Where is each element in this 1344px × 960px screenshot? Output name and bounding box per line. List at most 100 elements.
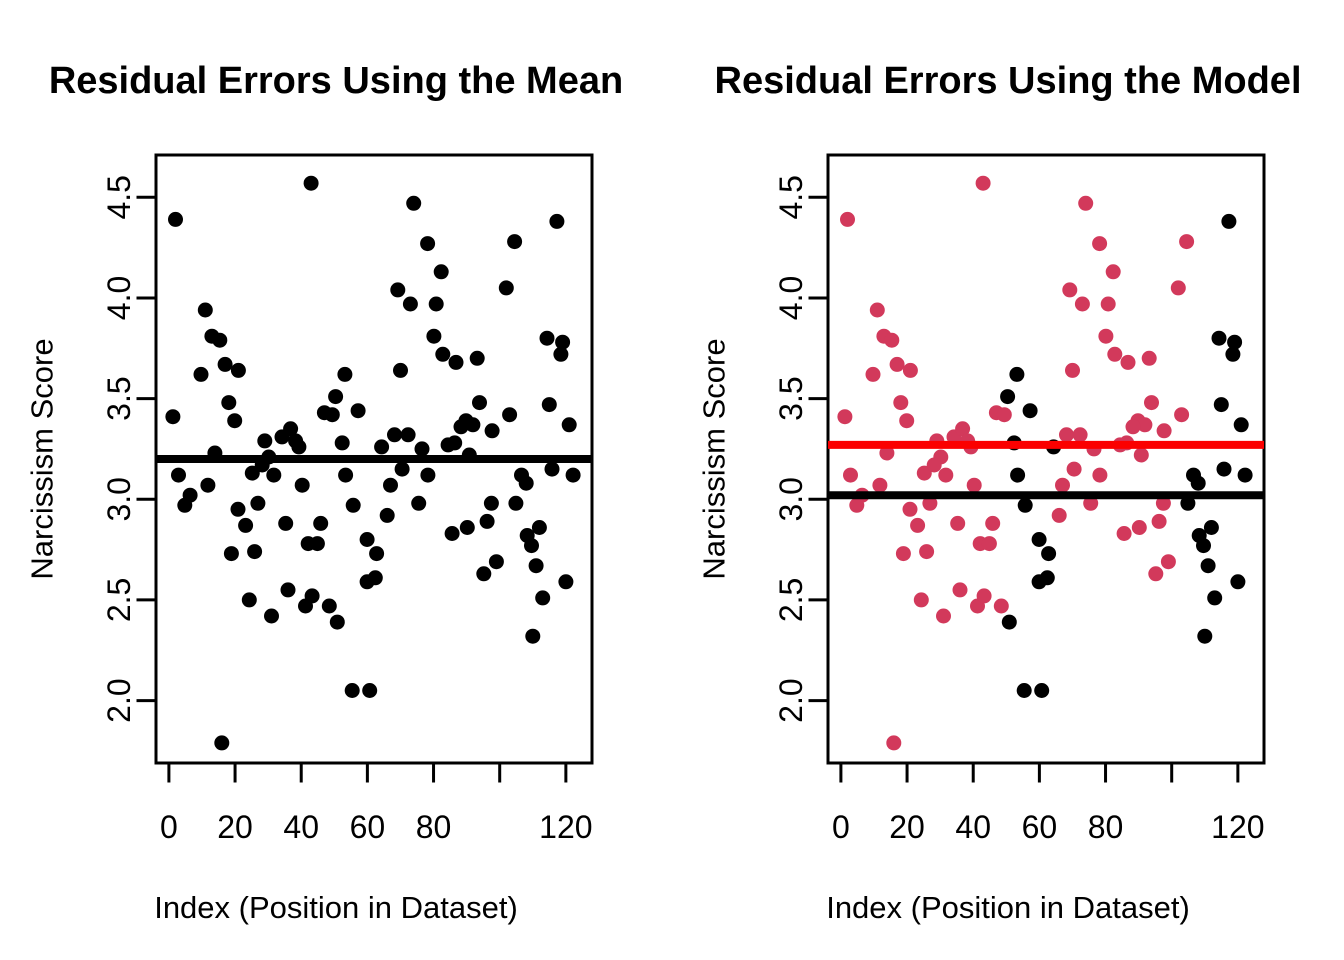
data-point	[328, 389, 344, 405]
data-point	[518, 475, 534, 491]
data-point	[1034, 683, 1050, 698]
data-point	[329, 614, 345, 630]
data-point	[1066, 461, 1082, 477]
y-tick-label: 2.0	[101, 678, 137, 722]
data-point	[1237, 467, 1253, 483]
data-point	[1155, 495, 1171, 511]
data-point	[1216, 461, 1232, 477]
data-point	[1160, 554, 1176, 570]
data-point	[895, 546, 911, 562]
data-point	[223, 546, 239, 562]
data-point	[525, 628, 541, 644]
data-point	[1227, 334, 1243, 350]
data-point	[922, 495, 938, 511]
data-point	[238, 517, 254, 533]
data-point	[889, 356, 905, 372]
y-tick-label: 4.0	[773, 276, 809, 320]
data-point	[1125, 419, 1141, 435]
data-point	[869, 302, 885, 318]
data-point	[1179, 234, 1195, 250]
data-point	[344, 683, 360, 698]
data-point	[1137, 417, 1153, 433]
data-point	[433, 264, 449, 280]
x-tick-label: 0	[160, 809, 178, 845]
data-point	[1010, 467, 1026, 483]
data-point	[1100, 296, 1116, 312]
data-point	[214, 735, 230, 751]
data-point	[1148, 566, 1164, 582]
data-point	[291, 439, 307, 455]
data-point	[884, 332, 900, 348]
x-tick-label: 60	[1022, 809, 1058, 845]
data-point	[217, 356, 233, 372]
data-point	[1120, 354, 1136, 370]
data-point	[966, 477, 982, 493]
data-point	[952, 582, 968, 598]
data-point	[981, 536, 997, 552]
data-point	[465, 417, 481, 433]
data-point	[177, 497, 193, 513]
data-point	[1059, 427, 1074, 443]
data-point	[469, 350, 485, 366]
data-point	[1065, 362, 1080, 378]
data-point	[197, 302, 213, 318]
data-point	[459, 520, 475, 535]
data-point	[1203, 520, 1219, 535]
data-point	[313, 515, 329, 531]
data-point	[1213, 397, 1229, 413]
data-point	[849, 497, 865, 513]
data-point	[539, 330, 555, 346]
y-tick-label: 4.5	[773, 175, 809, 219]
y-tick-label: 2.5	[773, 578, 809, 622]
scatter-plot-model: 0 20 40 60 80 120 2.0 2.5 3.0 3.5 4.0 4.5	[773, 153, 1266, 845]
data-point	[390, 282, 406, 298]
data-point	[524, 538, 539, 554]
data-point	[1233, 417, 1249, 433]
data-point	[502, 407, 518, 423]
x-tick-label: 0	[832, 809, 850, 845]
data-point	[420, 467, 436, 483]
data-point	[321, 598, 337, 614]
data-point	[221, 395, 237, 411]
data-point	[278, 515, 294, 531]
data-point	[541, 397, 557, 413]
data-point	[1133, 447, 1149, 463]
data-point	[165, 409, 181, 425]
data-point	[1098, 328, 1114, 344]
data-point	[549, 213, 565, 229]
data-point	[488, 554, 504, 570]
y-tick-label: 3.5	[773, 376, 809, 420]
data-point	[955, 421, 971, 437]
data-point	[498, 280, 514, 296]
data-point	[171, 467, 186, 483]
data-point	[1041, 546, 1057, 562]
data-point	[1092, 467, 1108, 483]
data-point	[553, 346, 569, 362]
data-point	[555, 334, 571, 350]
data-point	[334, 435, 350, 451]
data-point	[402, 296, 418, 312]
data-point	[350, 403, 366, 419]
x-tick-label: 80	[1088, 809, 1124, 845]
data-point	[379, 507, 395, 523]
y-tick-label: 4.0	[101, 276, 137, 320]
data-point	[337, 366, 353, 382]
data-point	[241, 592, 257, 608]
data-point	[1225, 346, 1241, 362]
data-point	[400, 427, 416, 443]
data-point	[303, 175, 319, 191]
data-point	[426, 328, 442, 344]
data-point	[843, 467, 858, 483]
data-point	[345, 497, 361, 513]
y-tick-label: 3.5	[101, 376, 137, 420]
data-point	[324, 407, 340, 423]
data-point	[1016, 683, 1032, 698]
data-point	[1211, 330, 1227, 346]
data-point	[996, 407, 1012, 423]
data-point	[1156, 423, 1172, 439]
data-point	[1107, 346, 1123, 362]
data-point	[936, 608, 951, 624]
data-point	[448, 354, 464, 370]
data-point	[1078, 195, 1094, 211]
